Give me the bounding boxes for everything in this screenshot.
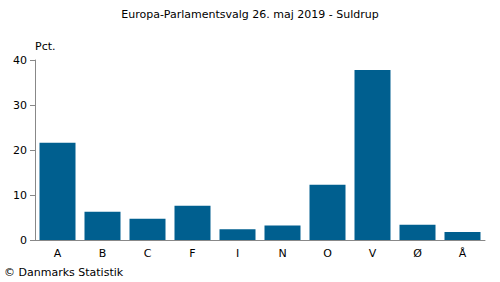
svg-text:Å: Å xyxy=(459,247,467,260)
svg-text:F: F xyxy=(189,247,195,260)
svg-text:V: V xyxy=(369,247,377,260)
svg-text:Europa-Parlamentsvalg 26. maj: Europa-Parlamentsvalg 26. maj 2019 - Sul… xyxy=(121,8,379,21)
svg-text:10: 10 xyxy=(13,189,27,202)
svg-text:B: B xyxy=(99,247,107,260)
svg-text:A: A xyxy=(54,247,62,260)
svg-text:20: 20 xyxy=(13,144,27,157)
svg-text:C: C xyxy=(144,247,152,260)
svg-text:30: 30 xyxy=(13,99,27,112)
svg-text:Pct.: Pct. xyxy=(35,40,56,53)
svg-text:Ø: Ø xyxy=(413,247,422,260)
svg-text:0: 0 xyxy=(20,234,27,247)
svg-text:40: 40 xyxy=(13,54,27,67)
svg-text:I: I xyxy=(236,247,239,260)
svg-text:© Danmarks Statistik: © Danmarks Statistik xyxy=(4,266,124,279)
svg-text:N: N xyxy=(278,247,286,260)
svg-text:O: O xyxy=(323,247,332,260)
